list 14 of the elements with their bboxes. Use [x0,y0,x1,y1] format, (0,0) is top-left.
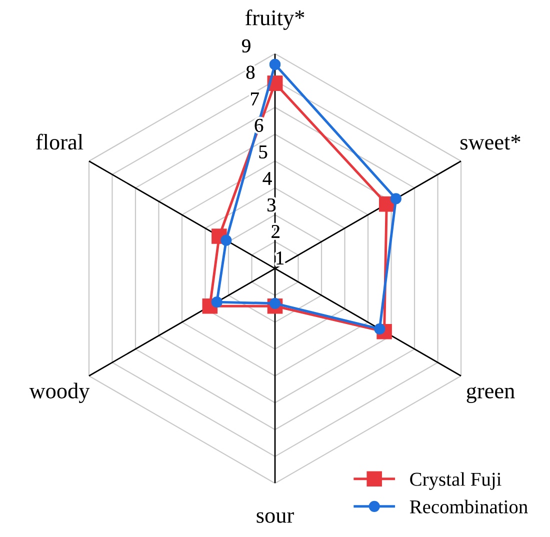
legend-label: Crystal Fuji [410,472,502,490]
y-tick-label: 5 [259,146,268,158]
y-tick-label: 4 [262,172,272,185]
y-tick-label: 9 [242,39,250,52]
y-tick-label: 7 [251,92,259,106]
spoke-label: green [466,386,515,403]
y-tick-label: 1 [276,252,284,264]
spoke-label: fruity* [245,9,304,30]
spoke-label: floral [36,134,84,150]
legend-label: Recombination [410,500,528,514]
spoke-label: sweet* [460,134,520,150]
spoke-label: sour [256,512,294,523]
y-tick-label: 8 [246,66,255,79]
spoke-label: woody [29,382,90,404]
